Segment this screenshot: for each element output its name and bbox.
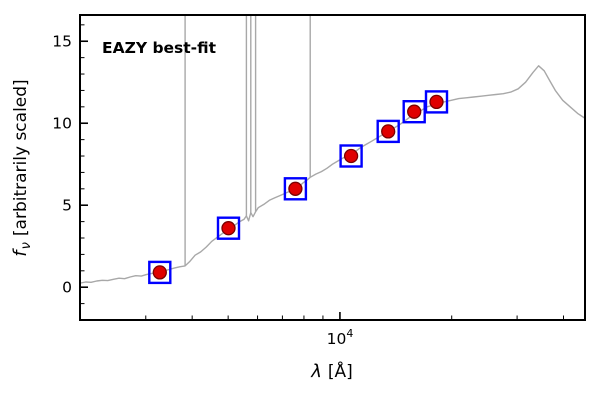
photometry-circle-marker xyxy=(152,265,167,280)
plot-frame xyxy=(79,14,586,321)
photometry-square-marker xyxy=(148,260,172,285)
photometry-circle-marker xyxy=(343,148,359,164)
photometry-square-marker xyxy=(283,177,308,201)
y-tick-label: 0 xyxy=(62,279,72,297)
axis-tick-labels: 0 5 10 15 xyxy=(52,33,72,297)
photometry-points xyxy=(148,90,449,285)
photometry-circle-marker xyxy=(429,94,444,110)
x-axis-label-symbol: λ xyxy=(310,361,322,382)
x-axis-label: λ [Å] xyxy=(310,360,353,382)
x-tick-label: 104 xyxy=(327,327,354,348)
photometry-circle-marker xyxy=(221,221,236,236)
x-tick-exponent: 4 xyxy=(346,327,353,340)
photometry-circle-marker xyxy=(288,181,303,196)
photometry-circle-marker xyxy=(381,124,396,139)
photometry-square-marker xyxy=(216,216,241,240)
annotation-eazy-label: EAZY best-fit xyxy=(102,39,217,57)
y-tick-label: 10 xyxy=(52,115,72,133)
photometry-square-marker xyxy=(339,144,363,168)
x-axis-label-unit: [Å] xyxy=(328,360,353,382)
y-axis-label-rest: [arbitrarily scaled] xyxy=(11,79,31,236)
photometry-square-marker xyxy=(424,90,449,114)
photometry-square-marker xyxy=(402,99,426,124)
photometry-square-marker xyxy=(376,119,400,144)
y-axis-label-subscript: ν xyxy=(19,242,34,249)
y-tick-label: 5 xyxy=(62,197,72,215)
y-axis-label-symbol: f xyxy=(10,248,31,257)
photometry-circle-marker xyxy=(407,104,422,119)
x-tick-base: 10 xyxy=(327,330,347,348)
emission-lines xyxy=(184,16,311,266)
y-axis-label: fν [arbitrarily scaled] xyxy=(10,79,34,256)
y-tick-label: 15 xyxy=(52,33,72,51)
